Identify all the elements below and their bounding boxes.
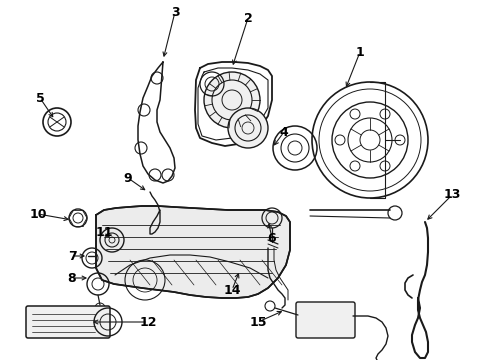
- FancyBboxPatch shape: [296, 302, 355, 338]
- Text: 15: 15: [249, 315, 267, 328]
- Text: 3: 3: [171, 5, 179, 18]
- Polygon shape: [96, 206, 290, 298]
- Text: 6: 6: [268, 231, 276, 244]
- Text: 14: 14: [223, 284, 241, 297]
- Text: 4: 4: [280, 126, 289, 139]
- Text: 13: 13: [443, 189, 461, 202]
- Circle shape: [228, 108, 268, 148]
- Text: 10: 10: [29, 207, 47, 220]
- FancyBboxPatch shape: [26, 306, 110, 338]
- Text: 7: 7: [68, 249, 76, 262]
- Text: 9: 9: [123, 171, 132, 184]
- Text: 1: 1: [356, 45, 365, 58]
- Text: 11: 11: [95, 225, 113, 238]
- Text: 5: 5: [36, 91, 45, 104]
- Text: 12: 12: [139, 315, 157, 328]
- Circle shape: [204, 72, 260, 128]
- Text: 2: 2: [244, 12, 252, 24]
- Text: 8: 8: [68, 271, 76, 284]
